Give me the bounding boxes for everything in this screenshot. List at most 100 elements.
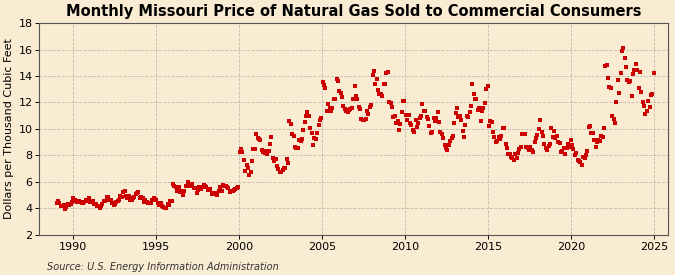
Point [400,113,411,117]
Point [535,118,545,122]
Point [51,200,62,205]
Point [520,132,531,136]
Point [277,168,288,172]
Point [159,206,170,210]
Point [470,97,481,101]
Point [453,115,464,119]
Point [545,142,556,146]
Point [524,148,535,153]
Point [496,134,507,138]
Point [305,125,316,130]
Point [537,134,548,138]
Point [167,182,178,186]
Point [558,145,569,150]
Point [437,131,448,136]
Point [134,196,145,200]
Point [571,151,582,156]
Point [128,196,138,200]
Point [213,189,224,194]
Point [625,79,636,83]
Point [425,131,436,135]
Point [150,196,161,201]
Point [92,204,103,208]
Point [226,189,237,193]
Point [221,185,232,189]
Point [155,201,166,205]
Point [59,207,70,211]
Point [371,77,382,81]
Point [456,118,466,122]
Point [630,62,641,66]
Point [101,195,112,200]
Point [468,92,479,97]
Point [511,155,522,160]
Point [54,200,65,205]
Point [427,130,437,134]
Point [108,202,119,207]
Point [590,145,601,149]
Point [472,108,483,113]
Point [596,134,607,139]
Point [601,63,612,67]
Point [269,159,279,164]
Point [531,136,541,141]
Point [178,193,188,197]
Point [330,97,341,101]
Point [251,132,262,136]
Point [564,145,574,150]
Point [369,68,379,73]
Point [151,198,162,202]
Point [450,111,461,115]
Point [525,145,536,150]
Point [200,184,211,188]
Point [428,116,439,120]
Point [328,97,339,101]
Point [597,135,608,139]
Point [462,114,472,119]
Point [191,191,202,196]
Point [352,97,362,101]
Point [244,173,254,177]
Point [119,189,130,193]
Point [384,100,395,104]
Point [295,139,306,143]
Point [486,120,497,124]
Point [649,71,659,75]
Point [161,206,171,211]
Point [162,202,173,207]
Point [121,194,132,198]
Point [441,145,452,150]
Point [204,188,215,192]
Point [375,92,386,96]
Point [53,199,63,203]
Point [279,165,290,170]
Point [342,109,353,114]
Point [562,142,573,146]
Point [550,136,561,140]
Point [542,148,553,152]
Point [324,106,335,110]
Point [522,145,533,150]
Point [261,149,271,154]
Point [333,79,344,83]
Point [233,185,244,189]
Point [572,158,583,163]
Point [291,145,302,150]
Point [643,99,653,103]
Point [626,94,637,99]
Point [195,187,206,191]
Point [270,157,281,161]
Point [300,114,311,118]
Point [141,200,152,204]
Point [57,204,68,208]
Point [394,128,404,132]
Point [288,134,299,138]
Point [417,102,428,107]
Point [454,114,465,118]
Point [640,112,651,116]
Point [190,186,200,190]
Point [276,170,287,174]
Point [171,185,182,189]
Point [202,188,213,192]
Point [93,204,104,208]
